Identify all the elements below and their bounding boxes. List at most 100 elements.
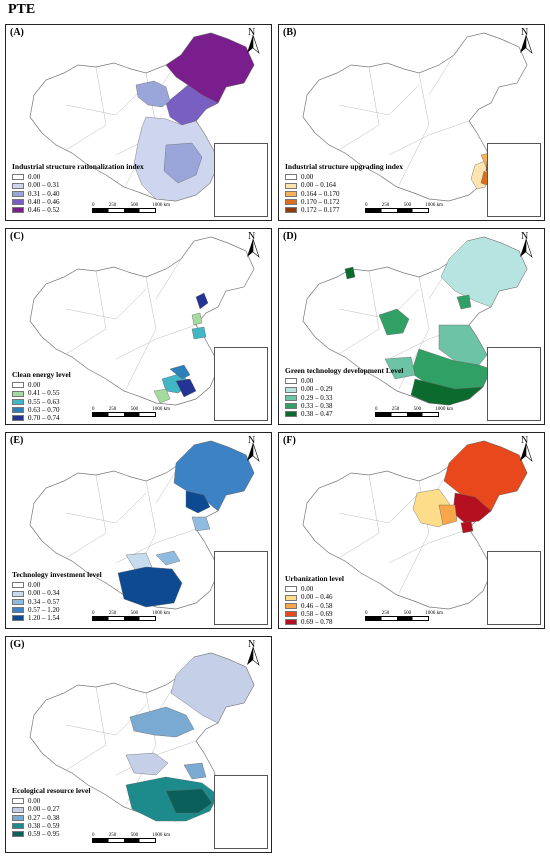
- scale-bar-graphic: [375, 412, 439, 417]
- scale-label: 1000 km: [152, 407, 170, 412]
- panel-label-f: (F): [283, 435, 296, 446]
- south-china-sea-inset: [214, 143, 268, 217]
- province-boundary: [65, 288, 147, 320]
- legend-b: Industrial structure upgrading index 0.00…: [285, 162, 403, 214]
- legend-label: 0.41 – 0.55: [28, 389, 60, 398]
- legend-label: 0.55 – 0.63: [28, 397, 60, 406]
- legend-entry: 0.00 – 0.31: [12, 181, 144, 189]
- legend-entry: 0.00: [12, 797, 90, 805]
- region-class-2: [191, 516, 211, 532]
- legend-entry: 0.41 – 0.55: [12, 389, 71, 397]
- legend-label: 0.00: [301, 173, 314, 182]
- legend-c: Clean energy level 0.00 0.41 – 0.55 0.55 – …: [12, 370, 71, 422]
- legend-swatch: [285, 619, 297, 626]
- legend-title: Technology investment level: [12, 570, 102, 579]
- legend-entry: 0.55 – 0.63: [12, 398, 71, 406]
- legend-entry: 0.00: [12, 173, 144, 181]
- china-map-e: [29, 440, 255, 610]
- china-map-f: [302, 440, 528, 610]
- panel-f: (F) N Urbanization level 0.00 0.00 – 0.46 0…: [278, 432, 545, 629]
- region-class-3: [443, 440, 528, 512]
- scale-bar-graphic: [365, 208, 429, 213]
- legend-label: 0.63 – 0.70: [28, 405, 60, 414]
- region-class-3: [169, 364, 191, 380]
- legend-label: 1.20 – 1.54: [28, 614, 60, 623]
- legend-entry: 0.164 – 0.170: [285, 190, 403, 198]
- scale-label: 1000 km: [152, 833, 170, 838]
- legend-entry: 0.69 – 0.78: [285, 618, 344, 626]
- legend-label: 0.34 – 0.57: [28, 597, 60, 606]
- region-class-2: [438, 324, 488, 366]
- legend-swatch: [12, 822, 24, 829]
- province-boundary: [428, 54, 455, 96]
- region-class-3: [378, 308, 410, 336]
- legend-entry: 0.172 – 0.177: [285, 206, 403, 214]
- legend-label: 0.58 – 0.69: [301, 609, 333, 618]
- legend-entry: 0.46 – 0.52: [12, 206, 144, 214]
- province-boundary: [388, 528, 470, 564]
- legend-swatch: [285, 174, 297, 181]
- scale-label: 500: [413, 407, 422, 412]
- region-class-2: [163, 142, 203, 184]
- legend-swatch: [285, 602, 297, 609]
- legend-swatch: [12, 582, 24, 589]
- scale-label: 500: [130, 407, 139, 412]
- panel-e: (E) N Technology investment level 0.00 0.0…: [5, 432, 272, 629]
- legend-title: Urbanization level: [285, 574, 344, 583]
- panel-c: (C) N Clean energy level 0.00 0.41 – 0.55 0…: [5, 228, 272, 425]
- region-class-2: [183, 762, 207, 780]
- region-class-2: [129, 706, 195, 738]
- region-class-1: [440, 236, 528, 308]
- china-outline: [302, 32, 528, 202]
- region-class-4: [165, 32, 255, 104]
- province-boundary: [65, 84, 147, 116]
- legend-entry: 0.00: [285, 585, 344, 593]
- scale-label: 1000 km: [425, 203, 443, 208]
- scale-label: 250: [108, 611, 117, 616]
- legend-title: Industrial structure rationalization ind…: [12, 162, 144, 171]
- region-class-1: [191, 312, 203, 326]
- scale-label: 250: [391, 407, 400, 412]
- scale-label: 500: [130, 611, 139, 616]
- legend-swatch: [285, 198, 297, 205]
- scale-label: 250: [381, 203, 390, 208]
- china-map-g: [29, 652, 255, 822]
- region-class-4: [460, 520, 474, 534]
- province-boundary: [388, 120, 470, 156]
- south-china-sea-inset: [214, 347, 268, 421]
- legend-label: 0.00: [28, 173, 41, 182]
- scale-bar-graphic: [92, 616, 156, 621]
- region-class-2: [384, 356, 416, 380]
- figure-title: PTE: [8, 2, 36, 17]
- legend-label: 0.40 – 0.46: [28, 197, 60, 206]
- scale-label: 0: [92, 203, 95, 208]
- legend-swatch: [285, 402, 297, 409]
- scale-bar-graphic: [365, 616, 429, 621]
- province-boundary: [65, 686, 107, 771]
- legend-label: 0.00 – 0.27: [28, 805, 60, 814]
- legend-entry: 0.38 – 0.59: [12, 822, 90, 830]
- province-boundary: [65, 474, 107, 559]
- scale-bar-graphic: [92, 208, 156, 213]
- region-class-4: [165, 788, 213, 814]
- province-boundary: [338, 474, 380, 559]
- province-boundary: [65, 704, 147, 736]
- legend-swatch: [285, 190, 297, 197]
- legend-entry: 0.00 – 0.29: [285, 385, 403, 393]
- legend-label: 0.38 – 0.47: [301, 410, 333, 419]
- legend-swatch: [285, 394, 297, 401]
- scale-bar-d: 0 250 500 1000 km: [375, 407, 453, 417]
- legend-entry: 0.00: [285, 377, 403, 385]
- scale-bar-a: 0 250 500 1000 km: [92, 203, 170, 213]
- legend-title: Ecological resource level: [12, 786, 91, 795]
- legend-swatch: [285, 411, 297, 418]
- legend-label: 0.00 – 0.46: [301, 593, 333, 602]
- legend-entry: 0.00 – 0.164: [285, 181, 403, 189]
- scale-bar-b: 0 250 500 1000 km: [365, 203, 443, 213]
- scale-label: 250: [108, 833, 117, 838]
- legend-label: 0.00: [28, 581, 41, 590]
- province-boundary: [65, 492, 147, 524]
- legend-swatch: [285, 378, 297, 385]
- legend-label: 0.00 – 0.164: [301, 181, 336, 190]
- legend-swatch: [12, 590, 24, 597]
